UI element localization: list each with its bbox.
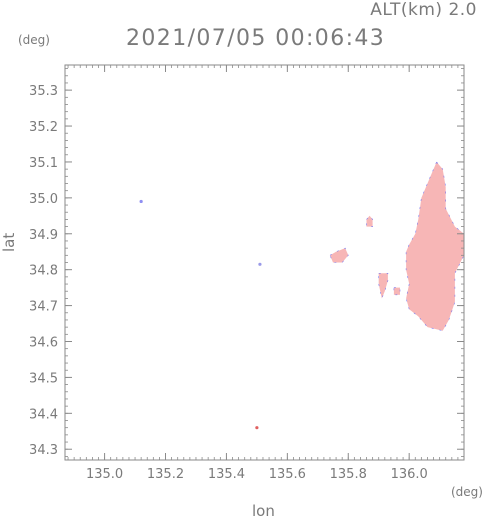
y-tick-label: 34.9	[29, 228, 58, 243]
y-tick-label: 34.3	[29, 443, 58, 458]
echo-cell-135.75	[329, 247, 349, 263]
echo-dot-135.12	[139, 199, 143, 204]
echo-layer	[139, 161, 465, 430]
echo-cell-135.88	[366, 215, 373, 227]
echo-cell-135.96	[393, 287, 401, 296]
y-tick-label: 35.3	[29, 84, 58, 99]
y-axis: 34.3 34.4 34.5 34.6 34.7 34.8 34.9 35.0 35.1 35.2…	[29, 68, 464, 458]
echo-east-main-cell	[405, 161, 465, 332]
x-tick-label: 135.2	[147, 467, 184, 482]
y-tick-label: 34.4	[29, 407, 58, 422]
timestamp-title: 2021/07/05 00:06:43	[126, 26, 386, 51]
y-tick-label: 34.6	[29, 336, 58, 351]
y-tick-label: 35.1	[29, 156, 58, 171]
y-tick-label: 35.2	[29, 120, 58, 135]
echo-dot-135.51	[258, 262, 262, 266]
x-axis: 135.0 135.2 135.4 135.6 135.8 136.0	[67, 65, 459, 482]
echo-cell-135.91	[378, 272, 389, 300]
y-tick-label: 34.7	[29, 300, 58, 315]
echo-dot-135.50	[255, 426, 259, 430]
y-tick-label: 34.5	[29, 371, 58, 386]
y-tick-label: 34.8	[29, 264, 58, 279]
x-axis-title: lon	[252, 502, 275, 520]
y-tick-label: 35.0	[29, 192, 58, 207]
x-tick-label: 135.8	[330, 467, 367, 482]
altitude-label: ALT(km) 2.0	[370, 0, 477, 20]
x-tick-label: 135.0	[86, 467, 123, 482]
x-tick-label: 135.4	[208, 467, 245, 482]
x-axis-unit: (deg)	[451, 485, 483, 499]
x-tick-label: 136.0	[391, 467, 428, 482]
x-tick-label: 135.6	[269, 467, 306, 482]
y-axis-unit: (deg)	[18, 33, 50, 47]
plot-frame	[64, 64, 465, 461]
